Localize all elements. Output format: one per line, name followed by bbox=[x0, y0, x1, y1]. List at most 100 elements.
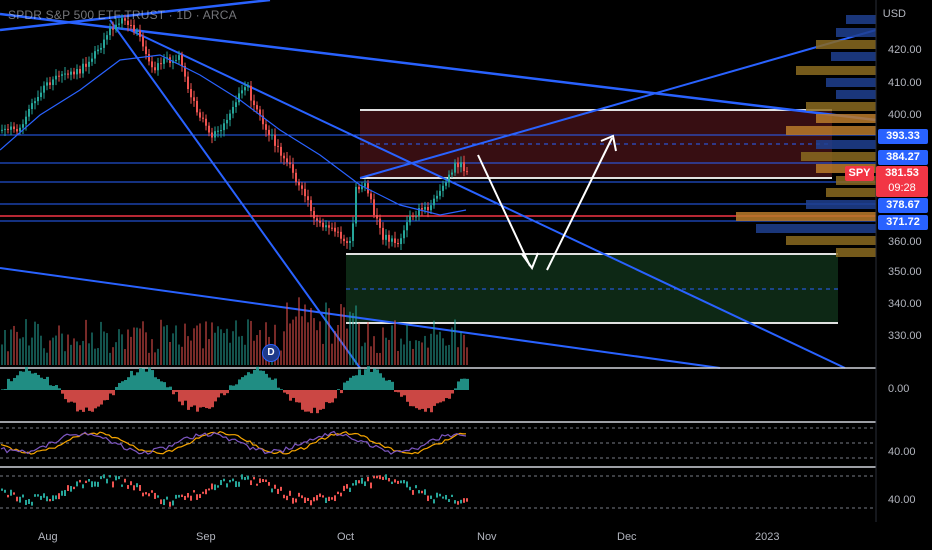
candle-body bbox=[175, 59, 177, 61]
oscillator-mark bbox=[100, 476, 102, 480]
oscillator-mark bbox=[187, 492, 189, 498]
dividend-marker[interactable]: D bbox=[262, 344, 280, 362]
volume-bar bbox=[334, 331, 336, 365]
histogram-bar bbox=[109, 390, 112, 394]
histogram-bar bbox=[286, 390, 289, 395]
candle-body bbox=[40, 92, 42, 97]
candle-body bbox=[211, 132, 213, 138]
oscillator-mark bbox=[253, 477, 255, 480]
histogram-bar bbox=[433, 390, 436, 406]
volume-bar bbox=[196, 325, 198, 365]
candle-body bbox=[415, 216, 417, 218]
candle-body bbox=[451, 172, 453, 175]
volume-bar bbox=[166, 325, 168, 365]
volume-bar bbox=[124, 349, 126, 365]
oscillator-mark bbox=[367, 476, 369, 482]
volume-bar bbox=[172, 333, 174, 365]
volume-bar bbox=[328, 308, 330, 365]
volume-bar bbox=[322, 343, 324, 365]
histogram-bar bbox=[451, 390, 454, 394]
candle-body bbox=[253, 100, 255, 106]
oscillator-mark bbox=[64, 490, 66, 497]
histogram-bar bbox=[31, 373, 34, 390]
candle-body bbox=[190, 89, 192, 98]
histogram-bar bbox=[202, 390, 205, 407]
histogram-bar bbox=[250, 373, 253, 390]
candle-body bbox=[238, 93, 240, 103]
histogram-bar bbox=[283, 390, 286, 393]
oscillator-mark bbox=[37, 494, 39, 497]
price-tick: 330.00 bbox=[888, 330, 922, 342]
histogram-bar bbox=[403, 390, 406, 396]
oscillator-mark bbox=[442, 496, 444, 499]
histogram-bar bbox=[19, 371, 22, 390]
volume-bar bbox=[109, 352, 111, 365]
histogram-bar bbox=[355, 375, 358, 390]
candle-body bbox=[307, 196, 309, 201]
volume-bar bbox=[418, 340, 420, 365]
oscillator-mark bbox=[265, 479, 267, 482]
histogram-bar bbox=[352, 375, 355, 390]
histogram-bar bbox=[292, 390, 295, 398]
histogram-bar bbox=[442, 390, 445, 402]
candle-body bbox=[85, 63, 87, 67]
volume-profile-row bbox=[826, 188, 876, 197]
candle-body bbox=[328, 225, 330, 228]
candle-body bbox=[292, 164, 294, 173]
candle-body bbox=[268, 129, 270, 136]
histogram-bar bbox=[274, 378, 277, 390]
candle-body bbox=[289, 162, 291, 165]
volume-profile-row bbox=[756, 224, 876, 233]
histogram-bar bbox=[412, 390, 415, 407]
candle-body bbox=[127, 20, 129, 25]
date-tick: Nov bbox=[477, 531, 497, 543]
histogram-bar bbox=[154, 377, 157, 390]
candle-body bbox=[163, 58, 165, 64]
candle-body bbox=[439, 190, 441, 196]
histogram-bar bbox=[295, 390, 298, 403]
candle-body bbox=[193, 97, 195, 101]
oscillator-mark bbox=[343, 485, 345, 492]
oscillator-mark bbox=[304, 497, 306, 503]
oscillator-mark bbox=[229, 479, 231, 483]
oscillator-mark bbox=[415, 485, 417, 489]
candle-body bbox=[358, 186, 360, 190]
oscillator-mark bbox=[73, 486, 75, 490]
oscillator-mark bbox=[139, 485, 141, 491]
date-tick: Sep bbox=[196, 531, 216, 543]
candle-body bbox=[265, 124, 267, 130]
oscillator-mark bbox=[376, 475, 378, 479]
candle-body bbox=[4, 128, 6, 130]
candle-body bbox=[118, 23, 120, 25]
volume-bar bbox=[37, 323, 39, 365]
histogram-bar bbox=[373, 368, 376, 390]
volume-bar bbox=[19, 338, 21, 365]
oscillator-mark bbox=[391, 481, 393, 485]
oscillator-mark bbox=[223, 478, 225, 482]
oscillator-mark bbox=[283, 494, 285, 499]
volume-bar bbox=[112, 347, 114, 365]
histogram-bar bbox=[55, 385, 58, 390]
price-tick: 350.00 bbox=[888, 266, 922, 278]
histogram-bar bbox=[145, 371, 148, 390]
candle-body bbox=[463, 162, 465, 172]
volume-bar bbox=[280, 350, 282, 365]
pane1-tick: 0.00 bbox=[888, 383, 910, 395]
histogram-bar bbox=[445, 390, 448, 399]
candle-body bbox=[244, 87, 246, 91]
volume-bar bbox=[169, 341, 171, 365]
volume-profile-row bbox=[836, 248, 876, 257]
volume-profile-row bbox=[806, 102, 876, 111]
histogram-bar bbox=[229, 385, 232, 390]
histogram-bar bbox=[40, 377, 43, 390]
candle-body bbox=[217, 130, 219, 132]
histogram-bar bbox=[13, 377, 16, 390]
oscillator-mark bbox=[40, 495, 42, 500]
symbol-title[interactable]: SPDR S&P 500 ETF TRUST · 1D · ARCA bbox=[8, 8, 237, 22]
candle-body bbox=[283, 155, 285, 159]
volume-bar bbox=[415, 340, 417, 365]
oscillator-mark bbox=[76, 481, 78, 487]
volume-bar bbox=[301, 316, 303, 365]
